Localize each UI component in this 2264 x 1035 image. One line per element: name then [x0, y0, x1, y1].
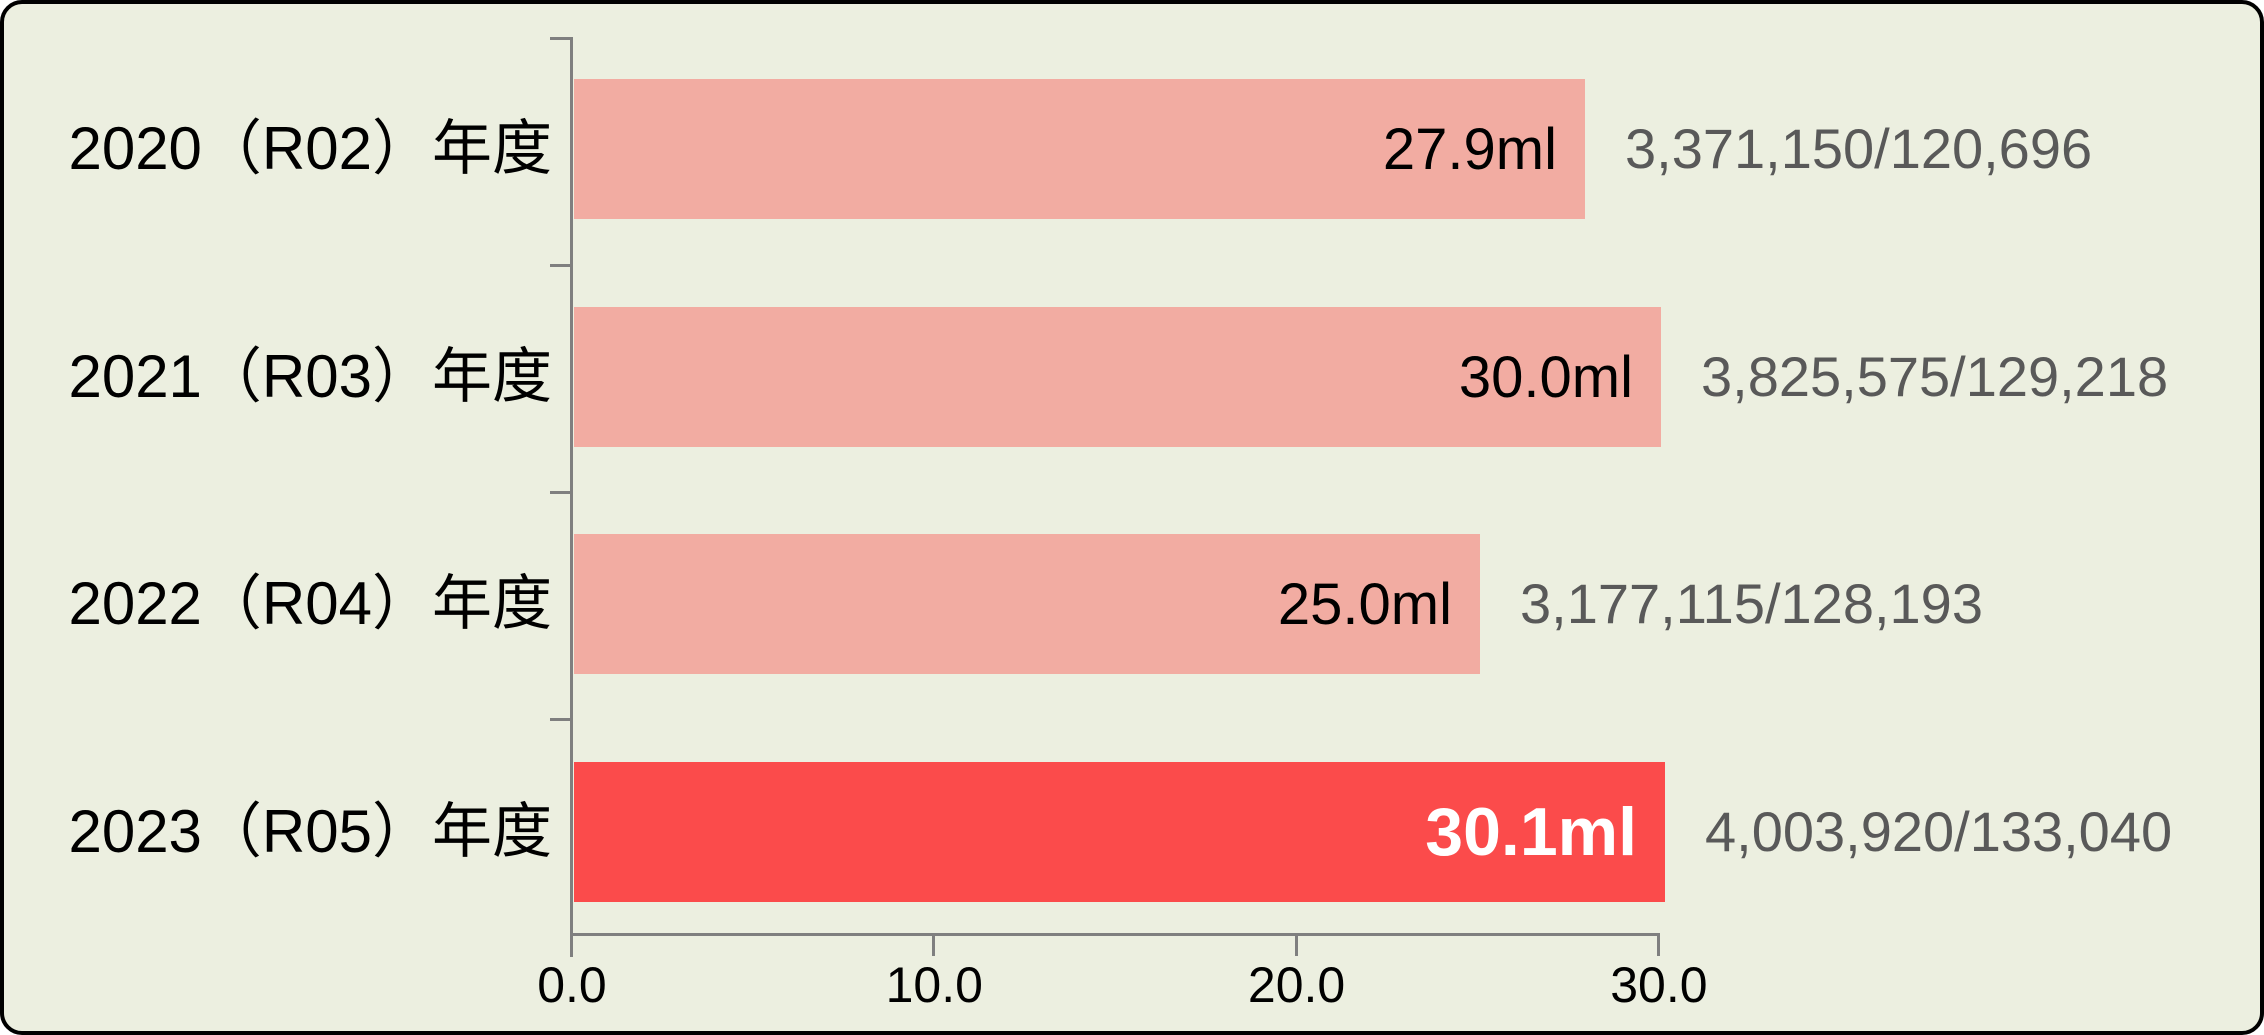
ratio-annotation: 3,177,115/128,193 — [1520, 572, 1983, 635]
x-axis-tick — [570, 934, 573, 956]
category-label: 2022（R04）年度 — [68, 570, 552, 637]
bar: 27.9ml — [574, 79, 1585, 219]
y-axis-tick — [550, 37, 570, 40]
y-axis-tick — [550, 264, 570, 267]
bar-highlighted: 30.1ml — [574, 762, 1665, 902]
bar-value-label: 30.0ml — [1458, 344, 1633, 410]
x-axis-line — [570, 933, 1660, 936]
bar-value-label: 30.1ml — [1425, 794, 1637, 870]
bar-value-label: 27.9ml — [1382, 116, 1557, 182]
x-axis-tick-label: 10.0 — [885, 957, 983, 1013]
bar: 30.0ml — [574, 307, 1661, 447]
x-axis-tick — [932, 934, 936, 956]
x-axis-tick-label: 30.0 — [1610, 957, 1708, 1013]
ratio-annotation: 4,003,920/133,040 — [1705, 800, 2173, 863]
ratio-annotation: 3,371,150/120,696 — [1625, 117, 2093, 180]
x-axis-tick — [1656, 934, 1660, 956]
bar: 25.0ml — [574, 534, 1480, 674]
bar-chart-plot-area: 0.0 10.0 20.0 30.0 2020（R02）年度 27.9ml 3,371,15… — [4, 4, 2260, 1031]
category-label: 2023（R05）年度 — [68, 798, 552, 865]
x-axis-tick-label: 20.0 — [1247, 957, 1346, 1013]
x-axis-tick-label: 0.0 — [537, 957, 607, 1013]
y-axis-line — [570, 37, 573, 957]
category-label: 2020（R02）年度 — [68, 115, 552, 182]
category-label: 2021（R03）年度 — [68, 343, 552, 410]
bar-value-label: 25.0ml — [1277, 571, 1452, 637]
ratio-annotation: 3,825,575/129,218 — [1701, 345, 2169, 408]
y-axis-tick — [550, 491, 570, 494]
x-axis-tick — [1294, 934, 1298, 956]
y-axis-tick — [550, 718, 570, 721]
